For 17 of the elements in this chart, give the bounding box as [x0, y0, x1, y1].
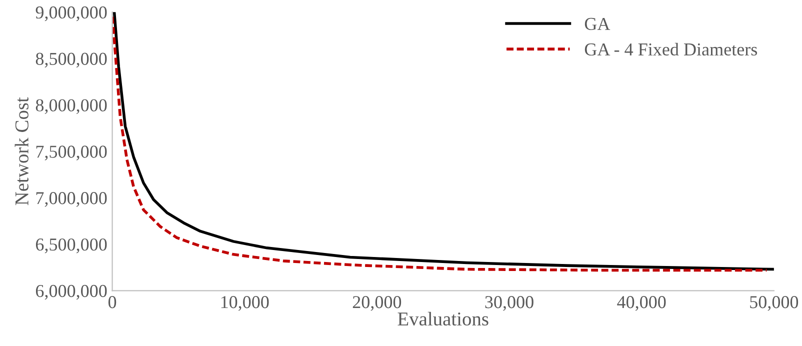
x-tick-label: 30,000 — [485, 296, 534, 311]
x-tick-label: 40,000 — [617, 296, 666, 311]
y-axis-title: Network Cost — [14, 97, 28, 206]
y-tick-label: 7,000,000 — [36, 192, 107, 207]
x-axis-title: Evaluations — [398, 312, 488, 326]
x-tick-label: 50,000 — [750, 296, 798, 311]
y-tick-label: 7,500,000 — [36, 146, 107, 160]
legend-label: GA - 4 Fixed Diameters — [584, 42, 758, 56]
x-tick-label: 20,000 — [352, 296, 402, 311]
x-tick-label: 0 — [108, 296, 116, 308]
y-tick-label: 8,500,000 — [36, 52, 107, 68]
y-tick-label: 8,000,000 — [36, 99, 107, 114]
y-tick-label: 9,000,000 — [36, 6, 107, 22]
legend-label: GA — [584, 18, 610, 30]
y-tick-label: 6,000,000 — [36, 284, 107, 300]
y-tick-label: 6,500,000 — [36, 238, 107, 254]
x-tick-label: 10,000 — [221, 296, 269, 311]
